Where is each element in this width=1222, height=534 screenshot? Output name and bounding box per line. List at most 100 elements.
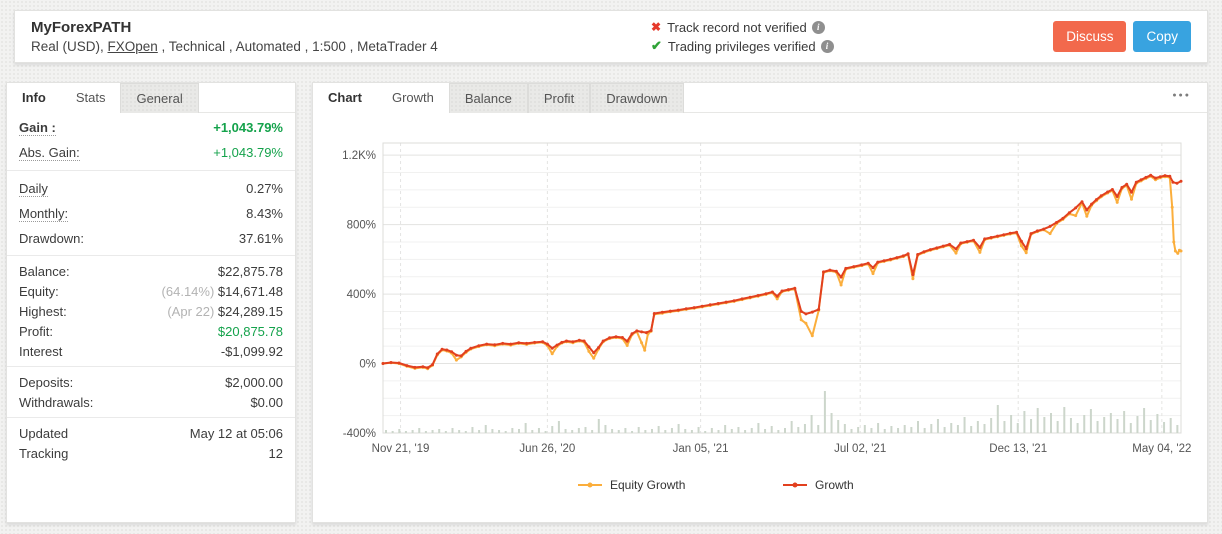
legend-growth[interactable]: Growth	[783, 478, 854, 492]
growth-point	[928, 248, 932, 252]
stat-value: $20,875.78	[217, 323, 283, 339]
tab-profit[interactable]: Profit	[527, 83, 591, 113]
stat-value: 12	[268, 445, 283, 461]
volume-bar	[724, 425, 727, 433]
volume-bar	[1123, 411, 1126, 433]
volume-bar	[491, 429, 494, 433]
stat-row: Interest -$1,099.92	[19, 341, 283, 361]
growth-point	[866, 261, 870, 265]
volume-bar	[837, 420, 840, 433]
check-mark-icon: ✔	[651, 38, 662, 53]
volume-bar	[544, 431, 547, 433]
volume-bar	[1089, 409, 1092, 433]
growth-point	[587, 345, 591, 349]
volume-bar	[777, 430, 780, 433]
growth-point	[426, 366, 430, 370]
ellipsis-menu-icon[interactable]: ●●●	[1172, 92, 1191, 99]
growth-point	[732, 299, 736, 303]
tab-chart[interactable]: Chart	[313, 83, 377, 113]
growth-point	[1019, 239, 1023, 243]
volume-bar	[1003, 421, 1006, 433]
volume-bar	[923, 428, 926, 433]
stat-label: Profit:	[19, 323, 53, 339]
x-axis-label: Jul 02, '21	[834, 443, 886, 455]
growth-point	[901, 254, 905, 258]
growth-point	[555, 343, 559, 347]
tab-stats[interactable]: Stats	[60, 83, 121, 113]
volume-bar	[1036, 408, 1039, 433]
tab-balance[interactable]: Balance	[448, 83, 528, 113]
volume-bar	[484, 425, 487, 433]
volume-bar	[936, 419, 939, 433]
stat-row: Abs. Gain: +1,043.79%	[19, 140, 283, 165]
volume-bar	[451, 428, 454, 433]
growth-point	[1139, 178, 1143, 182]
volume-bar	[1116, 419, 1119, 433]
growth-point	[1080, 200, 1084, 204]
equity-growth-point	[1085, 214, 1089, 218]
discuss-button[interactable]: Discuss	[1053, 21, 1127, 52]
stat-value: 8.43%	[246, 205, 283, 221]
stat-row: Profit: $20,875.78	[19, 321, 283, 341]
tab-growth[interactable]: Growth	[376, 83, 449, 113]
account-details-text: , Technical , Automated , 1:500 , MetaTr…	[157, 39, 438, 54]
copy-button[interactable]: Copy	[1133, 21, 1191, 52]
y-axis-label: 0%	[359, 359, 376, 371]
volume-bar	[677, 424, 680, 433]
volume-bar	[1096, 421, 1099, 433]
account-title: MyForexPATH	[31, 19, 132, 36]
track-record-text: Track record not verified	[667, 19, 807, 35]
equity-growth-point	[775, 297, 779, 301]
volume-bar	[1076, 423, 1079, 433]
growth-point	[582, 339, 586, 343]
volume-bar	[1050, 413, 1052, 433]
broker-link[interactable]: FXOpen	[107, 39, 158, 54]
y-axis-label: -400%	[343, 428, 376, 440]
volume-bar	[1156, 414, 1159, 433]
stat-value: 0.27%	[246, 180, 283, 196]
volume-bar	[803, 424, 806, 433]
tab-drawdown[interactable]: Drawdown	[590, 83, 684, 113]
growth-point	[1125, 182, 1129, 186]
growth-point	[525, 341, 529, 345]
growth-point	[770, 290, 774, 294]
volume-bar	[604, 425, 607, 433]
growth-point	[748, 295, 752, 299]
info-icon[interactable]: i	[811, 20, 825, 34]
volume-bar	[910, 427, 913, 433]
stat-label: Tracking	[19, 445, 69, 461]
tab-info[interactable]: Info	[7, 83, 61, 113]
growth-point	[649, 329, 653, 332]
volume-bar	[943, 427, 946, 433]
stat-row: Gain : +1,043.79%	[19, 115, 283, 140]
volume-bar	[1030, 419, 1033, 433]
growth-point	[614, 335, 618, 339]
growth-point	[1168, 174, 1172, 178]
svg-text:Equity Growth: Equity Growth	[610, 478, 685, 492]
tab-general[interactable]: General	[120, 83, 199, 113]
growth-point	[635, 329, 639, 333]
stat-label: Drawdown:	[19, 230, 85, 246]
stat-row: Daily 0.27%	[19, 176, 283, 201]
volume-bar	[857, 427, 860, 433]
growth-point	[577, 338, 581, 342]
stat-row: Drawdown: 37.61%	[19, 226, 283, 250]
volume-bar	[584, 427, 587, 433]
growth-point	[1042, 227, 1046, 231]
volume-bar	[737, 427, 740, 433]
legend-equity-growth[interactable]: Equity Growth	[578, 478, 685, 492]
volume-bar	[830, 413, 833, 433]
growth-point	[756, 294, 760, 297]
growth-point	[1154, 176, 1157, 180]
volume-bar	[537, 428, 540, 433]
stat-value: May 12 at 05:06	[189, 425, 283, 441]
growth-point	[601, 339, 605, 343]
growth-point	[560, 340, 564, 344]
growth-point	[935, 246, 939, 250]
growth-point	[786, 288, 790, 292]
volume-bar	[511, 428, 514, 433]
growth-point	[477, 344, 481, 348]
growth-point	[597, 346, 600, 350]
info-icon[interactable]: i	[820, 39, 834, 53]
chart-panel: Chart Growth Balance Profit Drawdown ●●● 1.2…	[312, 82, 1208, 523]
